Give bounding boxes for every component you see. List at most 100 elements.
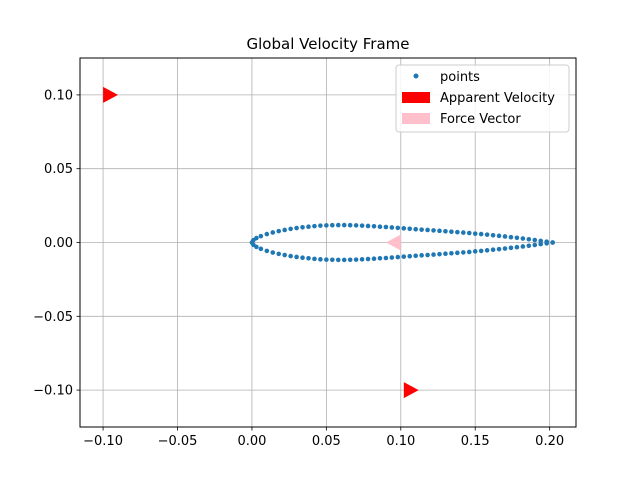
- data-point: [431, 252, 436, 257]
- apparent-velocity-arrow: [403, 382, 419, 399]
- data-point: [258, 233, 264, 239]
- data-point: [437, 228, 442, 234]
- data-point: [377, 255, 383, 261]
- data-point: [526, 243, 532, 249]
- legend-box: [395, 64, 570, 133]
- force-vector-arrow: [385, 234, 401, 251]
- data-point: [389, 255, 395, 260]
- data-point: [365, 256, 371, 262]
- data-point: [306, 255, 311, 261]
- data-point: [258, 246, 264, 252]
- data-point: [359, 223, 365, 228]
- data-point: [478, 248, 484, 254]
- x-tick-label: −0.10: [83, 434, 123, 449]
- data-point: [335, 222, 341, 228]
- data-point: [419, 253, 424, 258]
- data-point: [294, 254, 299, 260]
- data-point: [520, 244, 526, 249]
- data-point: [395, 225, 401, 231]
- data-point: [270, 230, 276, 235]
- data-point: [282, 227, 287, 233]
- data-point: [508, 234, 514, 240]
- data-point: [330, 222, 335, 228]
- data-point: [276, 251, 282, 257]
- y-tick-label: −0.10: [33, 384, 73, 399]
- data-point: [449, 250, 454, 256]
- data-point: [288, 253, 293, 259]
- data-point: [270, 250, 276, 255]
- data-point: [443, 228, 448, 234]
- data-point: [544, 241, 549, 246]
- data-point: [318, 223, 323, 228]
- data-point: [371, 256, 377, 262]
- data-point: [318, 257, 323, 262]
- data-point: [461, 230, 466, 235]
- data-point: [502, 234, 508, 239]
- data-point: [490, 247, 496, 253]
- data-point: [264, 248, 270, 254]
- chart-title: Global Velocity Frame: [247, 35, 410, 53]
- data-point: [383, 224, 389, 230]
- data-point: [365, 223, 371, 229]
- data-point: [496, 246, 502, 252]
- legend-force-vector-swatch: [402, 113, 430, 124]
- legend-points-marker: [413, 73, 419, 79]
- data-point: [520, 236, 526, 241]
- data-point: [425, 252, 430, 258]
- data-point: [413, 226, 418, 232]
- data-point: [514, 235, 520, 241]
- legend: points Apparent Velocity Force Vector: [395, 64, 570, 133]
- data-point: [466, 230, 472, 236]
- apparent-velocity-arrow: [103, 86, 118, 103]
- data-point: [395, 254, 401, 260]
- x-tick-label: 0.05: [312, 434, 341, 449]
- data-point: [425, 227, 430, 233]
- data-point: [550, 240, 555, 245]
- data-point: [264, 231, 270, 237]
- data-point: [401, 254, 407, 259]
- axis-ticks: −0.10 −0.05 0.00 0.05 0.10 0.15 0.20 0.10 0.05 0.…: [33, 88, 564, 449]
- data-point: [371, 223, 377, 229]
- data-point: [383, 255, 389, 261]
- data-point: [312, 223, 317, 229]
- data-point: [455, 229, 460, 235]
- data-point: [431, 228, 436, 233]
- data-point: [538, 238, 544, 244]
- plot-data: [103, 86, 555, 399]
- data-point: [294, 225, 299, 231]
- x-tick-label: −0.05: [158, 434, 198, 449]
- x-tick-label: 0.20: [535, 434, 564, 449]
- data-point: [490, 232, 496, 238]
- y-tick-label: −0.05: [33, 310, 73, 325]
- data-point: [407, 226, 413, 232]
- data-point: [437, 251, 442, 257]
- data-point: [377, 224, 383, 230]
- data-point: [472, 231, 478, 236]
- data-point: [324, 223, 329, 228]
- data-point: [508, 245, 514, 251]
- data-point: [330, 257, 335, 263]
- data-point: [419, 227, 424, 232]
- y-tick-label: 0.10: [44, 88, 73, 103]
- data-point: [353, 257, 359, 262]
- data-point: [461, 250, 466, 255]
- y-tick-label: 0.00: [44, 236, 73, 251]
- data-point: [538, 241, 544, 247]
- x-tick-label: 0.15: [461, 434, 490, 449]
- legend-label-apparent-velocity: Apparent Velocity: [440, 91, 555, 106]
- data-point: [401, 226, 407, 231]
- data-point: [496, 233, 502, 239]
- data-point: [413, 253, 418, 259]
- data-point: [478, 231, 484, 237]
- data-point: [288, 226, 293, 232]
- data-point: [306, 224, 311, 230]
- data-point: [526, 236, 532, 242]
- data-point: [472, 249, 478, 254]
- data-point: [335, 257, 341, 263]
- data-point: [353, 223, 359, 228]
- data-point: [312, 256, 317, 262]
- data-point: [514, 244, 520, 250]
- data-point: [532, 242, 538, 248]
